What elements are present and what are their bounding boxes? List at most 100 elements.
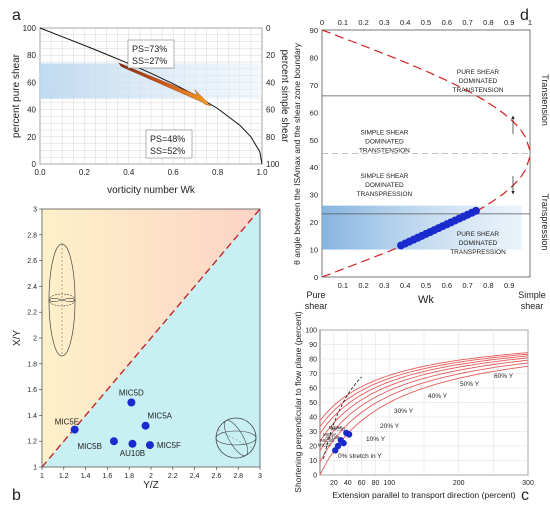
x-tick-label: 0.8 [483,281,493,290]
panel-d-upper-curve [321,29,531,151]
panel-b-y-label: X/Y [12,330,23,346]
y-tick-label-right: 20 [266,51,275,60]
panel-a-annotation-start: PS=73% SS=27% [127,39,175,69]
panel-b-points: MIC5E MIC5D MIC5A MIC5B AU10B MIC5F [55,389,181,458]
panel-c-y-label: Shortening perpendicular to flow plane (… [293,311,303,493]
simple-shear-label: shear [521,301,544,311]
panel-d-x-label: Wk [418,294,434,306]
annotation-line: PS=73% [132,44,167,54]
panel-letter-d: d [520,7,529,24]
x-tick-label: 20 [330,480,338,487]
region-label: DOMINATED [459,78,498,85]
x-tick-label: 3 [258,473,262,480]
data-point [70,425,79,434]
x-tick-label: 60 [358,480,366,487]
annotation-box [127,39,175,69]
point-label: MIC5B [320,438,334,443]
panel-b-diagonal [41,208,261,468]
x-tick-label: 1.6 [103,473,113,480]
curve-label: 30% Y [394,408,414,415]
panel-letter-c: c [521,487,529,504]
y-tick-label: 3 [33,207,37,214]
point-label: MIC5A [148,412,173,421]
y-tick-label: 80 [27,51,36,60]
data-point [334,442,342,450]
y-tick-label: 2.8 [27,232,37,239]
y-tick-label-right: 80 [266,133,275,142]
y-tick-label: 40 [309,415,317,422]
y-tick-label: 70 [310,81,318,90]
y-tick-label: 30 [309,429,317,436]
y-tick-label: 90 [310,26,318,35]
x-tick-label-top: 0.3 [379,18,389,27]
panel-b-x-ticks: 1 1.2 1.4 1.6 1.8 2 2.2 2.4 2.6 2.8 3 [40,467,262,480]
data-point [127,398,136,407]
panel-c-limit-curve [323,376,362,460]
y-tick-label: 10 [309,458,317,465]
y-tick-label: 1.6 [27,387,37,394]
curve-label: 60% Y [494,373,514,380]
panel-d-side-label-lower: Transpression [540,194,550,251]
annotation-line: SS=27% [132,56,167,66]
panel-a-highlight-band [40,63,262,99]
y-tick-label: 2.4 [27,284,37,291]
panel-d-x-ticks-top: 0 0.1 0.2 0.3 0.4 0.5 0.6 0.7 0.8 0.9 1 [320,18,532,27]
y-tick-label: 30 [310,191,318,200]
y-tick-label: 100 [305,328,317,335]
panel-a-arrow [118,62,212,107]
point-label: MIC5E [329,425,343,430]
data-point [145,441,154,450]
panel-d-region-labels: PURE SHEAR DOMINATED TRANSTENSION SIMPLE SH… [357,69,507,256]
simple-shear-label: Simple [518,290,546,300]
oblate-ellipsoid-icon [215,417,257,459]
y-tick-label: 2.2 [27,310,37,317]
x-tick-label: 1.8 [124,473,134,480]
panel-a-y-ticks: 0 20 40 60 80 100 [23,24,37,169]
y-tick-label: 90 [309,342,317,349]
pure-shear-label: shear [305,301,328,311]
x-tick-label-top: 0.6 [442,18,452,27]
data-point [471,206,480,215]
x-tick-label: 0.6 [442,281,452,290]
x-tick-label-top: 0.4 [400,18,410,27]
x-tick-label: 2.2 [168,473,178,480]
point-label: MIC5A [323,432,337,437]
x-tick-label: 1.0 [256,168,268,177]
point-label: MIC5E [55,418,79,427]
region-label: TRANSPRESSION [450,249,506,256]
panel-c-x-ticks: 20 40 60 80 100 200 300 [330,480,534,487]
x-tick-label-top: 0.7 [462,18,472,27]
curve-label: 10% Y [366,436,386,443]
x-tick-label-top: 1 [528,18,532,27]
panel-d-x-ticks: 0.1 0.2 0.3 0.4 0.5 0.6 0.7 0.8 0.9 [338,281,515,290]
point-label: MIC5F [157,441,181,450]
y-tick-label-right: 0 [266,24,271,33]
y-tick-label: 80 [309,357,317,364]
data-point [340,439,347,447]
stretch-curve [319,357,529,442]
point-label: MIC5D [331,426,346,431]
data-point [345,431,353,438]
y-tick-label: 0 [32,160,37,169]
point-label: AU10B [325,435,339,440]
panel-letter-b: b [12,487,21,504]
x-tick-label-top: 0.8 [483,18,493,27]
curve-label: 0% stretch in Y [338,453,382,460]
x-tick-label: 2.8 [233,473,243,480]
data-point [141,421,150,430]
x-tick-label-top: 0.1 [338,18,348,27]
panel-a-annotation-end: PS=48% SS=52% [145,129,193,159]
y-tick-label: 2 [33,336,37,343]
panel-d-side-label-upper: Transtension [540,74,550,126]
y-tick-label: 2.6 [27,258,37,265]
region-label: DOMINATED [459,240,498,247]
x-tick-label: 0.4 [123,168,135,177]
stretch-curve [319,365,529,476]
y-tick-label: 100 [23,24,37,33]
curve-label: 40% Y [428,393,448,400]
panel-b-x-label: Y/Z [143,480,159,491]
x-tick-label: 0.7 [462,281,472,290]
x-tick-label: 2.4 [190,473,200,480]
y-tick-label: 20 [310,218,318,227]
x-tick-label: 0.6 [168,168,180,177]
